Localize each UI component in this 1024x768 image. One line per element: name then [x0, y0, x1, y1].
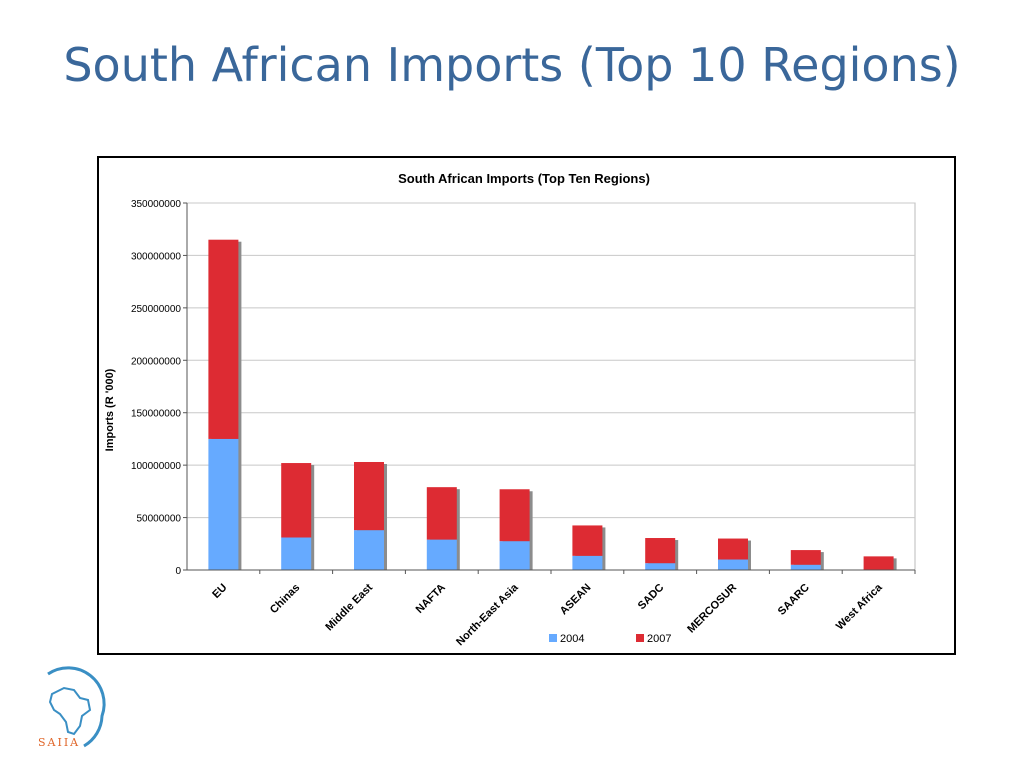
y-axis-label: Imports (R '000): [104, 368, 116, 451]
y-tick-label: 150000000: [131, 409, 181, 420]
bar-2004-north-east-asia: [499, 541, 530, 570]
x-tick-label: West Africa: [834, 581, 885, 632]
bar-2007-chinas: [281, 463, 312, 538]
bar-2004-middle-east: [354, 530, 384, 570]
legend-label-2004: 2004: [560, 633, 584, 645]
bar-2007-eu: [208, 239, 239, 439]
legend-label-2007: 2007: [647, 633, 671, 645]
legend-swatch-2007: [636, 634, 644, 642]
x-tick-label: Middle East: [323, 581, 375, 633]
x-tick-label: SAARC: [776, 582, 812, 618]
africa-outline: [48, 686, 92, 736]
logo-text: SAIIA: [38, 736, 80, 749]
legend-swatch-2004: [549, 634, 557, 642]
bar-2007-nafta: [426, 487, 457, 540]
chart-frame: South African Imports (Top Ten Regions) …: [97, 156, 956, 655]
bar-2004-sadc: [645, 563, 676, 570]
bar-2007-asean: [572, 525, 603, 556]
x-tick-label: Chinas: [268, 582, 302, 616]
bar-2004-nafta: [426, 539, 457, 570]
y-tick-label: 50000000: [137, 514, 182, 525]
bar-2007-sadc: [645, 538, 676, 564]
x-tick-label: ASEAN: [558, 582, 594, 618]
y-tick-label: 300000000: [131, 251, 181, 262]
y-tick-label: 100000000: [131, 461, 181, 472]
logo-arc: [47, 666, 106, 748]
x-tick-label: SADC: [636, 582, 667, 613]
y-tick-label: 200000000: [131, 356, 181, 367]
bar-2004-saarc: [790, 564, 821, 570]
saiia-logo: SAIIA: [38, 666, 106, 749]
bar-2007-north-east-asia: [499, 489, 530, 542]
bar-2004-chinas: [281, 537, 312, 570]
bar-2004-mercosur: [718, 559, 748, 570]
chart-title: South African Imports (Top Ten Regions): [398, 171, 650, 186]
bar-2007-mercosur: [718, 538, 748, 560]
bar-2004-eu: [208, 438, 239, 570]
slide-title: South African Imports (Top 10 Regions): [63, 38, 961, 92]
bar-2007-middle-east: [354, 461, 384, 531]
y-tick-label: 0: [175, 566, 181, 577]
bar-2004-asean: [572, 555, 603, 570]
stacked-bar-chart: South African Imports (Top Ten Regions) …: [104, 171, 916, 648]
x-tick-label: North-East Asia: [454, 581, 521, 648]
x-tick-label: MERCOSUR: [685, 582, 739, 636]
y-tick-label: 250000000: [131, 304, 181, 315]
bar-2007-west-africa: [863, 556, 894, 570]
x-tick-label: EU: [210, 582, 229, 601]
y-tick-label: 350000000: [131, 199, 181, 210]
x-tick-label: NAFTA: [414, 582, 448, 616]
bar-2007-saarc: [790, 550, 821, 565]
